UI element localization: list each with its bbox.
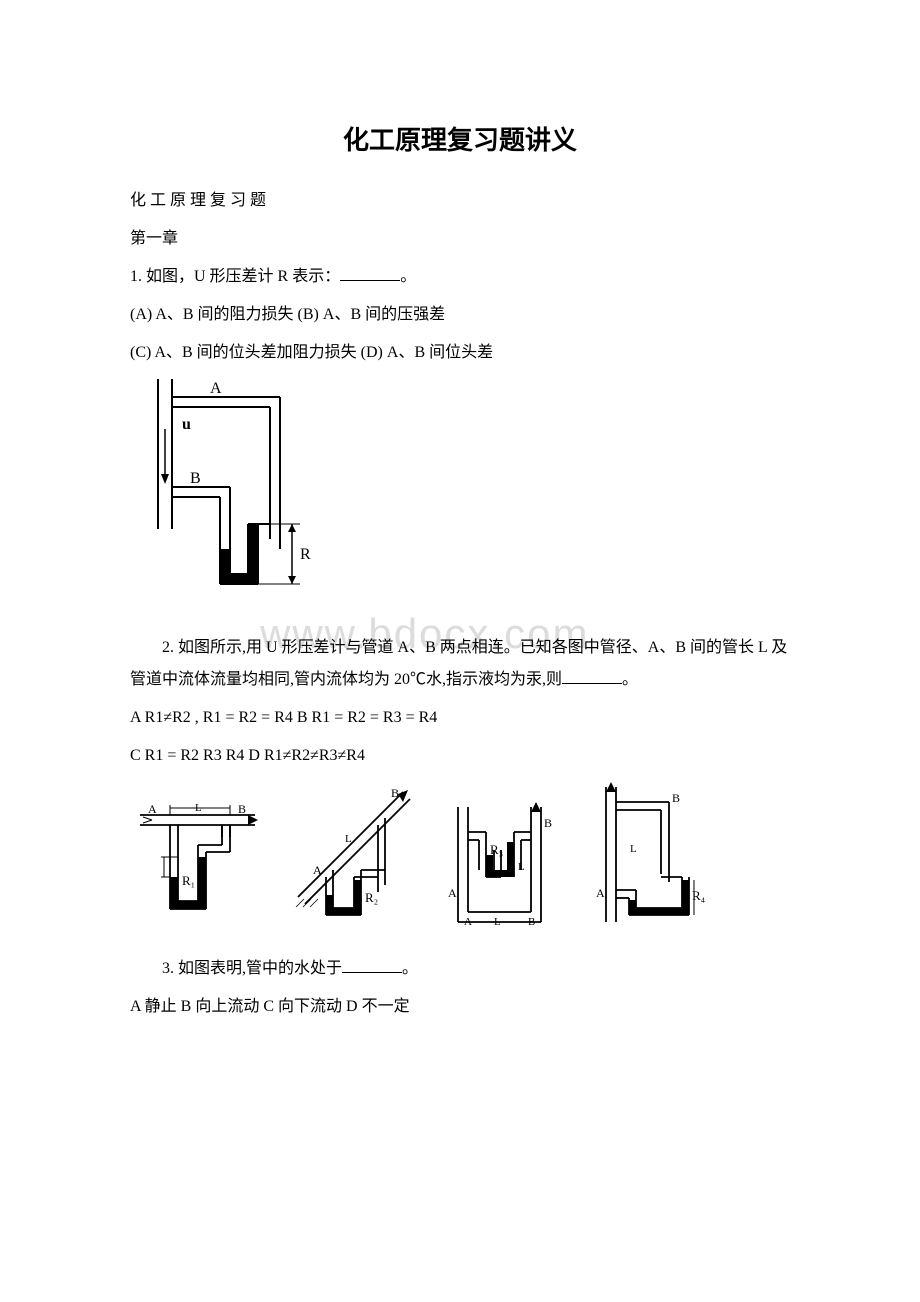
- q2-fig3-L: L: [518, 861, 525, 873]
- q2-options-cd: C R1 = R2 R3 R4 D R1≠R2≠R3≠R4: [130, 740, 790, 772]
- q2-fig2-A: A: [313, 863, 322, 877]
- subtitle: 化 工 原 理 复 习 题: [130, 185, 790, 217]
- q3-stem: 3. 如图表明,管中的水处于 。: [130, 953, 790, 985]
- svg-text:B: B: [528, 916, 535, 927]
- q2-fig4: B A L R₄: [594, 782, 714, 927]
- svg-text:A: A: [464, 916, 472, 927]
- q2-stem: 2. 如图所示,用 U 形压差计与管道 A、B 两点相连。已知各图中管径、A、B…: [130, 632, 790, 696]
- q3-stem-tail: 。: [402, 960, 418, 977]
- q2-fig4-L: L: [630, 843, 637, 855]
- q1-figure: A u B R: [150, 379, 790, 614]
- q2-stem-text: 2. 如图所示,用 U 形压差计与管道 A、B 两点相连。已知各图中管径、A、B…: [130, 639, 787, 688]
- q2-fig1-A: A: [148, 802, 157, 816]
- q1-stem: 1. 如图，U 形压差计 R 表示： 。: [130, 261, 790, 293]
- q1-blank: [340, 265, 400, 281]
- q2-blank: [562, 668, 622, 684]
- q1-stem-text: 1. 如图，U 形压差计 R 表示：: [130, 268, 340, 285]
- q1-options-ab: (A) A、B 间的阻力损失 (B) A、B 间的压强差: [130, 299, 790, 331]
- q2-fig3-Lb: L: [494, 916, 501, 927]
- chapter-heading: 第一章: [130, 223, 790, 255]
- q3-options: A 静止 B 向上流动 C 向下流动 D 不一定: [130, 991, 790, 1023]
- q1-fig-label-A: A: [210, 380, 222, 397]
- doc-title: 化工原理复习题讲义: [130, 120, 790, 157]
- q1-fig-label-R: R: [300, 546, 311, 563]
- q2-fig1-B: B: [238, 802, 246, 816]
- q2-fig1: L A B R₁: [140, 797, 265, 927]
- q1-options-cd: (C) A、B 间的位头差加阻力损失 (D) A、B 间位头差: [130, 337, 790, 369]
- q2-fig3-B: B: [544, 816, 552, 830]
- q1-fig-label-u: u: [182, 416, 191, 433]
- q2-fig2-R2: R₂: [365, 890, 378, 905]
- q2-fig2: B A L R₂: [283, 782, 428, 927]
- q2-fig2-B: B: [391, 786, 399, 800]
- q2-fig3-R3: R₃: [490, 842, 503, 857]
- q2-fig2-L: L: [345, 833, 352, 845]
- q1-fig-label-B: B: [190, 470, 201, 487]
- q2-figures: L A B R₁: [140, 782, 790, 927]
- q2-fig1-R1: R₁: [182, 873, 195, 888]
- q2-fig3: R₃ A B L L A B: [446, 782, 576, 927]
- document-content: 化工原理复习题讲义 化 工 原 理 复 习 题 第一章 1. 如图，U 形压差计…: [130, 120, 790, 1023]
- q3-blank: [342, 957, 402, 973]
- q2-options-ab: A R1≠R2 , R1 = R2 = R4 B R1 = R2 = R3 = …: [130, 702, 790, 734]
- q2-fig4-B: B: [672, 791, 680, 805]
- q2-fig3-A: A: [448, 886, 457, 900]
- q2-fig4-A: A: [596, 886, 605, 900]
- q2-stem-tail: 。: [622, 671, 638, 688]
- q1-stem-tail: 。: [400, 268, 416, 285]
- q3-stem-text: 3. 如图表明,管中的水处于: [162, 960, 342, 977]
